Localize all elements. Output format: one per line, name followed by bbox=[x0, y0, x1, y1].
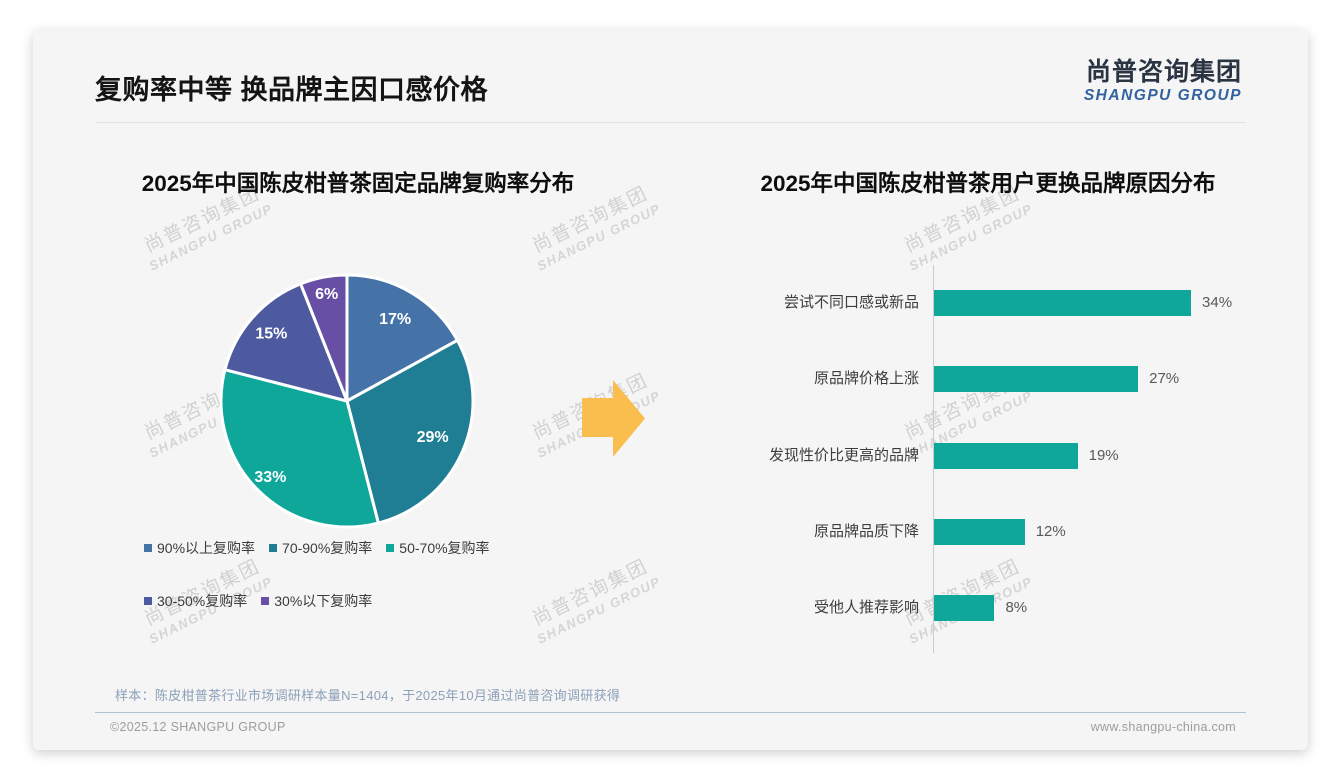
logo-chinese-text: 尚普咨询集团 bbox=[1085, 58, 1242, 86]
bar-4 bbox=[934, 595, 994, 622]
bar-2 bbox=[934, 442, 1078, 469]
bar-value-label-3: 12% bbox=[1035, 522, 1066, 540]
footer-divider bbox=[95, 712, 1246, 713]
legend-label: 30%以下复购率 bbox=[274, 593, 373, 609]
legend-item-2: 50-70%复购率 bbox=[386, 538, 490, 558]
legend-item-1: 70-90%复购率 bbox=[269, 538, 372, 558]
bar-category-label-4: 受他人推荐影响 bbox=[813, 599, 919, 617]
pie-data-label-2: 33% bbox=[254, 469, 286, 486]
legend-label: 70-90%复购率 bbox=[282, 540, 373, 556]
page-title: 复购率中等 换品牌主因口感价格 bbox=[95, 75, 489, 105]
bar-chart-axis-line bbox=[933, 265, 934, 653]
bar-chart-title: 2025年中国陈皮柑普茶用户更换品牌原因分布 bbox=[760, 171, 1216, 196]
bar-category-label-2: 发现性价比更高的品牌 bbox=[768, 446, 919, 464]
legend-swatch-icon bbox=[269, 544, 278, 552]
website-url: www.shangpu-china.com bbox=[1090, 720, 1236, 734]
legend-item-0: 90%以上复购率 bbox=[144, 538, 255, 558]
pie-data-label-3: 15% bbox=[255, 326, 287, 343]
bar-3 bbox=[934, 518, 1025, 545]
legend-swatch-icon bbox=[144, 597, 152, 605]
legend-item-3: 30-50%复购率 bbox=[144, 591, 247, 611]
pie-legend-row: 30-50%复购率 30%以下复购率 bbox=[144, 591, 624, 611]
legend-label: 50-70%复购率 bbox=[399, 540, 490, 556]
legend-label: 30-50%复购率 bbox=[157, 593, 248, 609]
bar-1 bbox=[934, 366, 1138, 393]
slide-card: 尚普咨询集团 SHANGPU GROUP 尚普咨询集团 SHANGPU GROUP 尚普… bbox=[33, 30, 1308, 750]
bar-category-label-3: 原品牌品质下降 bbox=[813, 522, 919, 540]
right-arrow-shape bbox=[582, 380, 645, 457]
pie-slice-1 bbox=[345, 338, 475, 525]
copyright-text: ©2025.12 SHANGPU GROUP bbox=[110, 720, 286, 734]
bar-category-label-0: 尝试不同口感或新品 bbox=[783, 294, 919, 311]
legend-swatch-icon bbox=[261, 597, 270, 605]
bar-value-label-4: 8% bbox=[1005, 599, 1028, 617]
legend-label: 90%以上复购率 bbox=[157, 540, 256, 556]
sample-note: 样本：陈皮柑普茶行业市场调研样本量N=1404，于2025年10月通过尚普咨询调… bbox=[115, 688, 621, 703]
right-arrow-icon bbox=[582, 380, 645, 457]
pie-slice-0 bbox=[345, 273, 459, 403]
legend-swatch-icon bbox=[386, 544, 395, 552]
bar-chart: 尝试不同口感或新品 34% 原品牌价格上涨 27% 发现性价比更高的品牌 19% 原品牌品质… bbox=[673, 240, 1303, 690]
pie-legend-row: 90%以上复购率 70-90%复购率 50-70%复购率 bbox=[144, 538, 624, 558]
legend-swatch-icon bbox=[144, 544, 152, 552]
bar-0 bbox=[934, 290, 1191, 316]
bar-value-label-2: 19% bbox=[1088, 446, 1119, 464]
bar-value-label-0: 34% bbox=[1202, 294, 1233, 311]
pie-chart: 17% 29% 33% 15% 6% bbox=[219, 273, 475, 529]
company-logo: 尚普咨询集团 SHANGPU GROUP bbox=[1084, 58, 1242, 105]
pie-data-label-1: 29% bbox=[417, 429, 449, 446]
footer: ©2025.12 SHANGPU GROUP www.shangpu-china… bbox=[110, 720, 1236, 734]
logo-english-text: SHANGPU GROUP bbox=[1083, 87, 1242, 104]
bar-category-label-1: 原品牌价格上涨 bbox=[813, 370, 919, 388]
legend-item-4: 30%以下复购率 bbox=[261, 591, 372, 611]
pie-data-label-0: 17% bbox=[379, 311, 411, 328]
pie-slice-4 bbox=[299, 273, 349, 403]
watermark-english: SHANGPU GROUP bbox=[534, 200, 664, 274]
pie-slice-2 bbox=[219, 368, 380, 529]
title-divider bbox=[95, 122, 1246, 123]
pie-data-label-4: 6% bbox=[315, 286, 338, 303]
pie-slice-3 bbox=[223, 282, 349, 403]
bar-value-label-1: 27% bbox=[1149, 370, 1180, 388]
pie-chart-title: 2025年中国陈皮柑普茶固定品牌复购率分布 bbox=[141, 171, 575, 196]
pie-legend: 90%以上复购率 70-90%复购率 50-70%复购率 30-50%复购率 30%以下… bbox=[144, 538, 624, 611]
